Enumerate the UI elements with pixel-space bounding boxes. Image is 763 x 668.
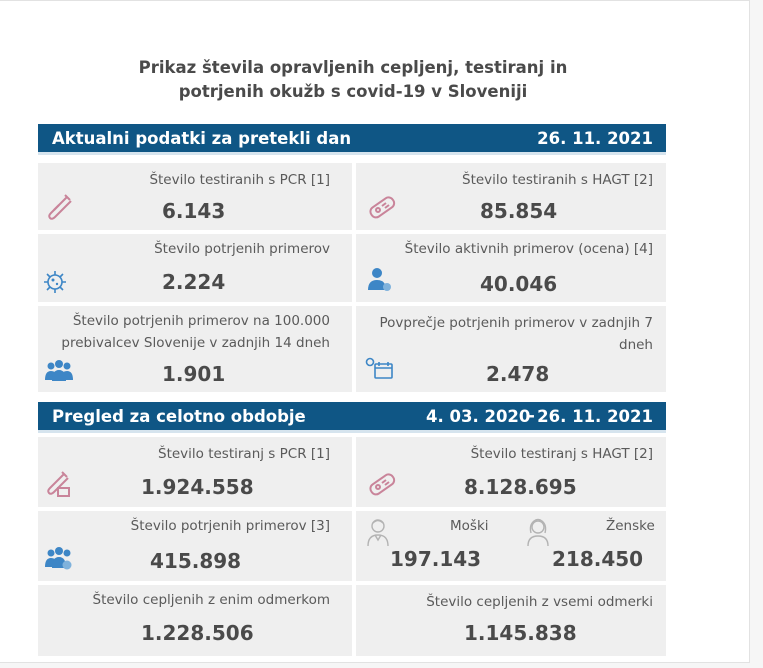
current-confirmed-card: Število potrjenih primerov 2.224	[38, 234, 352, 302]
overall-vacc-all-card: Število cepljenih z vsemi odmerki 1.145.…	[356, 585, 666, 656]
female-label: Ženske	[606, 518, 655, 534]
overall-confirmed-value: 415.898	[150, 549, 242, 573]
current-header: Aktualni podatki za pretekli dan 26. 11.…	[38, 124, 666, 155]
people-group-icon	[44, 545, 74, 571]
current-avg7-label-2: dneh	[619, 337, 653, 353]
current-active-card: Število aktivnih primerov (ocena) [4] 40…	[356, 234, 666, 302]
overall-hagt-value: 8.128.695	[464, 475, 577, 499]
overall-vacc-one-card: Število cepljenih z enim odmerkom 1.228.…	[38, 585, 352, 656]
current-per100k-label-2: prebivalcev Slovenije v zadnjih 14 dneh	[61, 335, 330, 351]
overall-confirmed-card: Število potrjenih primerov [3] 415.898	[38, 511, 352, 581]
male-label: Moški	[450, 518, 489, 534]
current-per100k-card: Število potrjenih primerov na 100.000 pr…	[38, 306, 352, 392]
test-tube-icon	[43, 192, 73, 222]
page-title: Prikaz števila opravljenih cepljenj, tes…	[38, 56, 668, 104]
overall-date-from: 4. 03. 2020	[426, 407, 531, 426]
overall-pcr-card: Število testiranj s PCR [1] 1.924.558	[38, 437, 352, 507]
current-active-label: Število aktivnih primerov (ocena) [4]	[404, 241, 653, 257]
overall-heading: Pregled za celotno obdobje	[52, 407, 306, 426]
rapid-test-icon	[366, 469, 398, 499]
vacc-one-value: 1.228.506	[141, 621, 254, 645]
current-hagt-value: 85.854	[480, 199, 558, 223]
current-per100k-label-1: Število potrjenih primerov na 100.000	[72, 313, 330, 329]
current-heading: Aktualni podatki za pretekli dan	[52, 129, 352, 148]
overall-date-dash: -	[528, 406, 535, 425]
vacc-all-label: Število cepljenih z vsemi odmerki	[426, 594, 653, 610]
female-icon	[526, 517, 550, 547]
current-confirmed-value: 2.224	[162, 270, 226, 294]
stats-panel: Prikaz števila opravljenih cepljenj, tes…	[0, 0, 750, 663]
current-pcr-card: Število testiranih s PCR [1] 6.143	[38, 163, 352, 230]
overall-pcr-label: Število testiranj s PCR [1]	[158, 446, 330, 462]
current-per100k-value: 1.901	[162, 362, 226, 386]
overall-header: Pregled za celotno obdobje 4. 03. 2020 -…	[38, 402, 666, 433]
title-line-2: potrjenih okužb s covid-19 v Sloveniji	[178, 82, 528, 101]
current-pcr-label: Število testiranih s PCR [1]	[149, 172, 330, 188]
overall-gender-card: Moški 197.143 Ženske 218.450	[356, 511, 666, 581]
female-value: 218.450	[552, 547, 644, 571]
current-active-value: 40.046	[480, 272, 558, 296]
vacc-all-value: 1.145.838	[464, 621, 577, 645]
virus-icon	[41, 268, 69, 296]
current-pcr-value: 6.143	[162, 199, 226, 223]
calendar-icon	[364, 356, 394, 382]
male-value: 197.143	[390, 547, 482, 571]
current-confirmed-label: Število potrjenih primerov	[154, 241, 330, 257]
test-tube-icon	[42, 469, 72, 499]
overall-confirmed-label: Število potrjenih primerov [3]	[130, 518, 330, 534]
vacc-one-label: Število cepljenih z enim odmerkom	[92, 592, 330, 608]
overall-pcr-value: 1.924.558	[141, 475, 254, 499]
overall-hagt-label: Število testiranj s HAGT [2]	[470, 446, 653, 462]
overall-hagt-card: Število testiranj s HAGT [2] 8.128.695	[356, 437, 666, 507]
title-line-1: Prikaz števila opravljenih cepljenj, tes…	[138, 58, 568, 77]
people-group-icon	[44, 358, 74, 384]
current-avg7-label-1: Povprečje potrjenih primerov v zadnjih 7	[379, 315, 653, 331]
rapid-test-icon	[366, 192, 398, 222]
current-avg7-value: 2.478	[486, 362, 550, 386]
current-hagt-card: Število testiranih s HAGT [2] 85.854	[356, 163, 666, 230]
current-avg7-card: Povprečje potrjenih primerov v zadnjih 7…	[356, 306, 666, 392]
current-date: 26. 11. 2021	[537, 129, 653, 148]
current-hagt-label: Število testiranih s HAGT [2]	[462, 172, 653, 188]
person-icon	[366, 266, 392, 294]
male-icon	[366, 517, 390, 547]
overall-date-to: 26. 11. 2021	[537, 407, 653, 426]
